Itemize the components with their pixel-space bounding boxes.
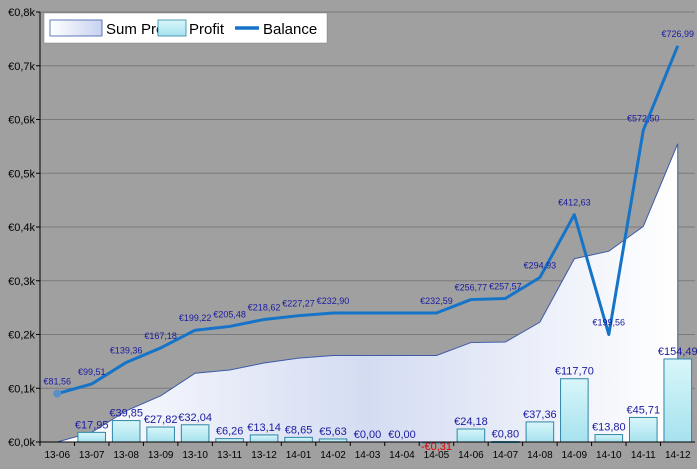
balance-label: €218,62 [248, 302, 281, 312]
y-tick-label: €0,2k [8, 330, 35, 342]
x-tick-label: 14-12 [665, 450, 691, 461]
legend-label-profit: Profit [189, 21, 225, 38]
balance-label: €139,36 [110, 345, 143, 355]
balance-label: €257,57 [489, 281, 522, 291]
x-tick-label: 14-07 [493, 450, 519, 461]
profit-bar [525, 421, 555, 443]
balance-start-point [53, 389, 62, 398]
balance-label: €227,27 [282, 299, 315, 309]
balance-label: €256,77 [455, 283, 488, 293]
profit-bar [249, 434, 279, 443]
sum-profit-area [57, 143, 679, 443]
profit-label: €8,65 [285, 424, 313, 436]
profit-label: €5,63 [319, 426, 347, 438]
profit-bar [146, 426, 175, 443]
x-tick-label: 14-10 [596, 450, 622, 461]
y-tick-label: €0,1k [8, 383, 35, 395]
x-tick-label: 14-09 [562, 450, 588, 461]
y-tick-label: €0,4k [8, 222, 35, 234]
balance-label: €199,56 [593, 318, 626, 328]
x-tick-label: 13-08 [113, 450, 139, 461]
profit-bar [629, 416, 658, 443]
x-tick-label: 14-11 [631, 450, 656, 461]
profit-bar [663, 358, 693, 443]
y-tick-label: €0,6k [8, 115, 35, 127]
x-tick-label: 13-09 [148, 450, 174, 461]
profit-label: €117,70 [555, 366, 594, 378]
x-tick-label: 13-10 [182, 450, 208, 461]
balance-label: €232,59 [420, 296, 453, 306]
profit-bar [77, 431, 106, 443]
legend-label-balance: Balance [263, 21, 317, 38]
balance-label: €99,51 [78, 367, 106, 377]
profit-label: -€0,31 [421, 441, 452, 453]
y-tick-label: €0,5k [8, 168, 35, 180]
x-tick-label: 14-06 [458, 450, 484, 461]
profit-label: €0,80 [492, 429, 520, 441]
sum-profit-area-shape [57, 143, 679, 443]
x-tick-label: 13-06 [44, 450, 70, 461]
profit-bar [111, 420, 141, 443]
profit-label: €37,36 [523, 409, 557, 421]
balance-label: €232,90 [317, 296, 350, 306]
balance-label: €81,56 [43, 377, 71, 387]
x-tick-label: 14-03 [355, 450, 381, 461]
profit-label: €0,00 [388, 429, 416, 441]
balance-label: €167,18 [144, 331, 177, 341]
balance-label: €726,99 [661, 29, 694, 39]
profit-label: €45,71 [626, 404, 660, 416]
x-tick-label: 14-01 [286, 450, 312, 461]
profit-bar [215, 438, 244, 443]
legend-swatch-profit [157, 19, 187, 37]
profit-label: €24,18 [454, 416, 488, 428]
x-tick-label: 13-12 [251, 450, 277, 461]
gridlines [40, 11, 695, 443]
profit-label: €32,04 [178, 412, 212, 424]
balance-label: €572,50 [627, 113, 660, 123]
x-tick-label: 14-08 [527, 450, 553, 461]
profit-bar [284, 436, 313, 443]
data-labels: €17,95€39,85€27,82 €32,04 €6,26 €13,14 €8,65… [43, 29, 697, 453]
y-tick-label: €0,8k [8, 7, 35, 19]
y-tick-label: €0,3k [8, 276, 35, 288]
profit-label: €0,00 [354, 429, 382, 441]
profit-label: €13,80 [592, 422, 626, 434]
x-tick-label: 14-04 [389, 450, 415, 461]
x-tick-label: 13-07 [79, 450, 105, 461]
balance-line-path [56, 45, 680, 396]
x-axis: 13-06 13-07 13-08 13-09 13-10 13-11 13-12 14-01… [39, 441, 695, 461]
profit-bar [594, 434, 624, 443]
profit-label: €154,49 [658, 346, 697, 358]
profit-label: €13,14 [247, 422, 281, 434]
y-axis: €0,0k €0,1k €0,2k €0,3k €0,4k €0,5k €0,6k €0,7k… [8, 7, 41, 449]
balance-line [53, 45, 680, 398]
balance-label: €199,22 [179, 313, 212, 323]
balance-label: €412,63 [558, 198, 591, 208]
y-tick-label: €0,0k [8, 437, 35, 449]
x-tick-label: 14-05 [424, 450, 450, 461]
profit-label: €39,85 [109, 408, 143, 420]
y-tick-label: €0,7k [8, 61, 35, 73]
profit-bar [180, 424, 210, 443]
profit-label: €27,82 [144, 414, 178, 426]
balance-label: €294,93 [524, 261, 557, 271]
profit-bar [456, 428, 486, 443]
profit-bar [560, 378, 589, 443]
x-tick-label: 14-02 [320, 450, 346, 461]
x-tick-label: 13-11 [217, 450, 242, 461]
legend-swatch-sum-profit [49, 19, 103, 37]
balance-label: €205,48 [213, 309, 246, 319]
profit-label: €6,26 [216, 426, 244, 438]
legend: Sum Profit Profit Balance [43, 12, 328, 44]
profit-label: €17,95 [75, 419, 109, 431]
